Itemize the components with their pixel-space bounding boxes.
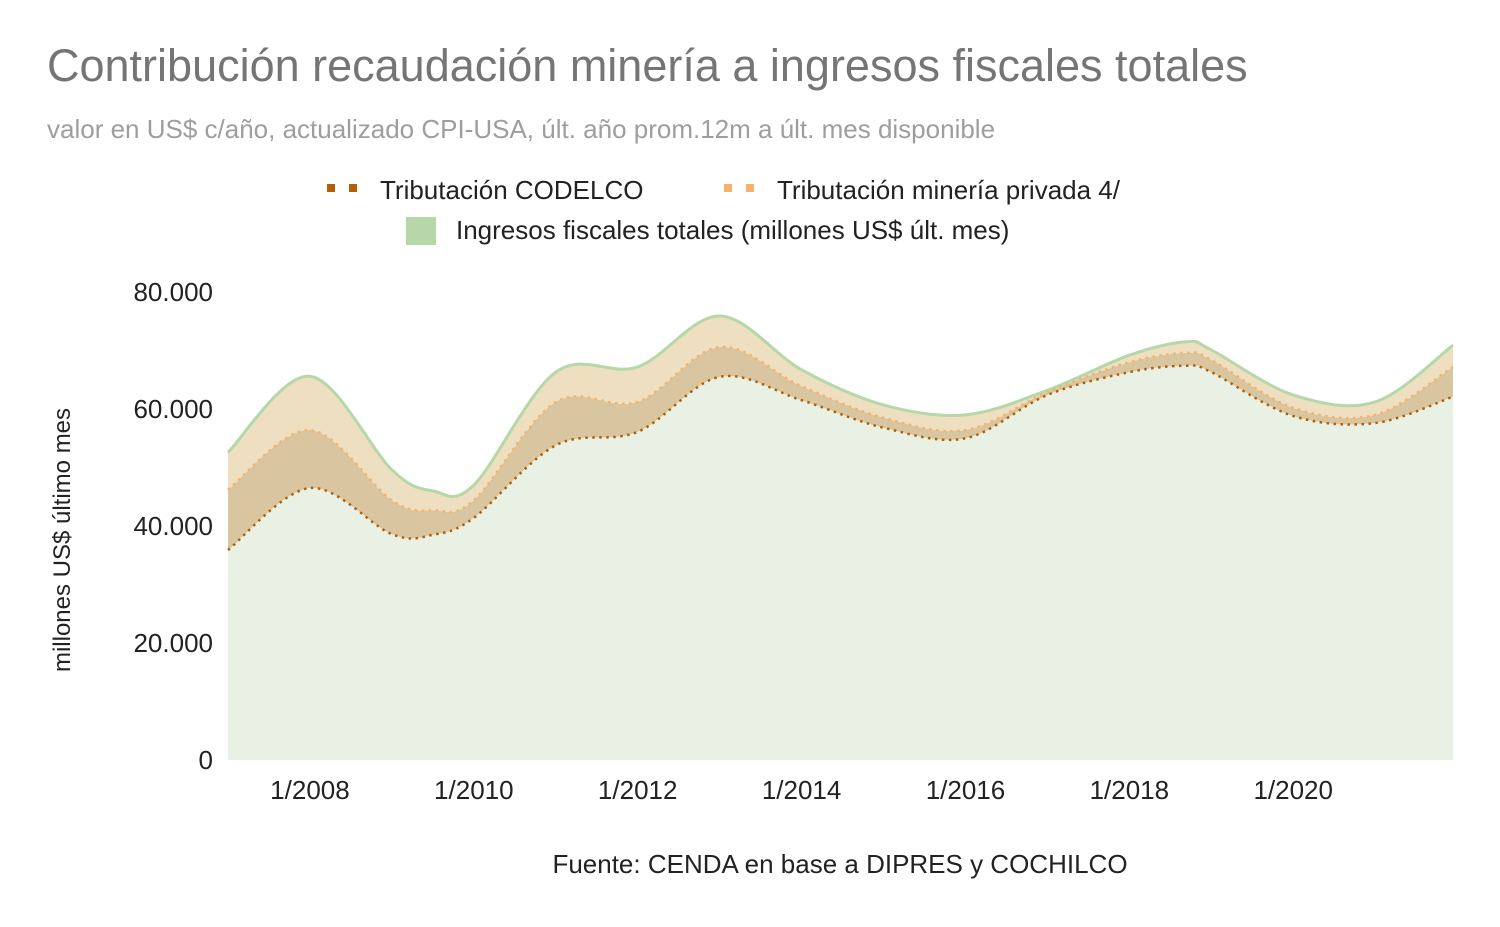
chart-title: Contribución recaudación minería a ingre… — [47, 40, 1248, 91]
y-tick-label: 60.000 — [133, 394, 213, 424]
legend: Tributación CODELCO Tributación minería … — [327, 175, 1121, 245]
legend-label-codelco: Tributación CODELCO — [380, 175, 643, 205]
x-tick-label: 1/2012 — [598, 775, 678, 805]
x-tick-label: 1/2020 — [1253, 775, 1333, 805]
plot-area — [226, 314, 1454, 760]
legend-swatch-privada — [746, 184, 754, 192]
line-total — [226, 314, 1454, 498]
legend-swatch-codelco — [349, 184, 357, 192]
legend-swatch-codelco — [327, 184, 335, 192]
legend-item-total: Ingresos fiscales totales (millones US$ … — [406, 215, 1009, 245]
legend-swatch-total — [406, 217, 436, 245]
line-privada — [227, 345, 1454, 514]
x-tick-label: 1/2014 — [762, 775, 842, 805]
legend-label-total: Ingresos fiscales totales (millones US$ … — [456, 215, 1009, 245]
legend-swatch-privada — [724, 184, 732, 192]
x-tick-label: 1/2008 — [270, 775, 350, 805]
legend-item-privada: Tributación minería privada 4/ — [724, 175, 1121, 205]
x-tick-label: 1/2016 — [926, 775, 1006, 805]
axes: 0 20.000 40.000 60.000 80.000 1/2008 1/2010 1/2… — [133, 277, 1333, 805]
source-note: Fuente: CENDA en base a DIPRES y COCHILC… — [552, 849, 1127, 879]
y-axis-label: millones US$ último mes — [49, 408, 76, 672]
legend-label-privada: Tributación minería privada 4/ — [777, 175, 1121, 205]
y-tick-label: 80.000 — [133, 277, 213, 307]
y-tick-label: 20.000 — [133, 628, 213, 658]
x-tick-label: 1/2018 — [1090, 775, 1170, 805]
y-tick-label: 0 — [199, 745, 213, 775]
legend-item-codelco: Tributación CODELCO — [327, 175, 643, 205]
y-tick-label: 40.000 — [133, 511, 213, 541]
area-base — [228, 365, 1453, 760]
chart-subtitle: valor en US$ c/año, actualizado CPI-USA,… — [47, 114, 996, 144]
x-tick-label: 1/2010 — [434, 775, 514, 805]
